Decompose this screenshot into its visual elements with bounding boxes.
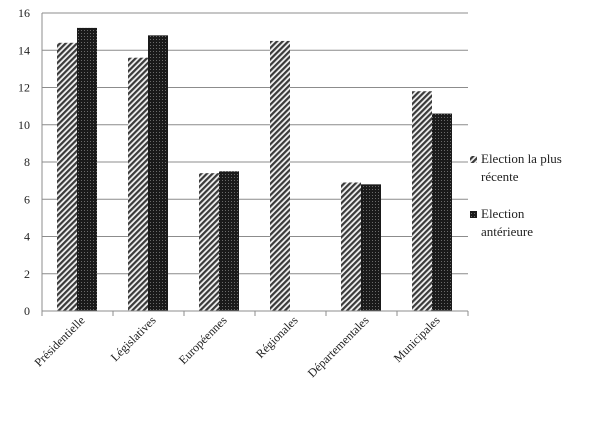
y-tick-label: 14 [18, 43, 30, 57]
legend-label: Election la plus [481, 151, 562, 166]
bar-recent [57, 42, 77, 312]
y-tick-label: 4 [24, 230, 30, 244]
y-tick-label: 0 [24, 304, 30, 318]
y-axis-ticks: 0 2 4 6 8 10 12 14 16 [18, 6, 30, 318]
gridlines [42, 12, 468, 275]
bar-previous [148, 35, 168, 311]
bar-recent [199, 173, 219, 311]
category-label: Présidentielle [32, 313, 88, 369]
bar-recent [128, 57, 148, 312]
bar-recent [341, 182, 361, 311]
bar-previous [219, 171, 239, 311]
bar-recent [270, 40, 290, 311]
y-tick-label: 12 [18, 81, 30, 95]
legend-swatch [470, 211, 477, 218]
category-label: Européennes [176, 313, 230, 367]
category-label: Départementales [305, 313, 372, 380]
legend-label: antérieure [481, 224, 533, 239]
y-tick-label: 10 [18, 118, 30, 132]
bars [57, 27, 452, 312]
y-tick-label: 16 [18, 6, 30, 20]
y-tick-label: 2 [24, 267, 30, 281]
y-tick-label: 6 [24, 192, 30, 206]
category-label: Régionales [253, 313, 301, 361]
category-label: Législatives [108, 313, 159, 364]
legend-label: Election [481, 206, 525, 221]
x-axis-labels: Présidentielle Législatives Européennes Rég… [32, 313, 443, 380]
bar-recent [412, 91, 432, 311]
legend-label: récente [481, 169, 519, 184]
bar-previous [432, 113, 452, 311]
y-tick-label: 8 [24, 155, 30, 169]
category-label: Municipales [391, 313, 443, 365]
bar-previous [77, 27, 97, 312]
axes [41, 13, 469, 316]
bar-previous [361, 184, 381, 311]
legend: Election la plus récente Election antérieur… [470, 151, 562, 239]
legend-swatch [470, 156, 477, 163]
